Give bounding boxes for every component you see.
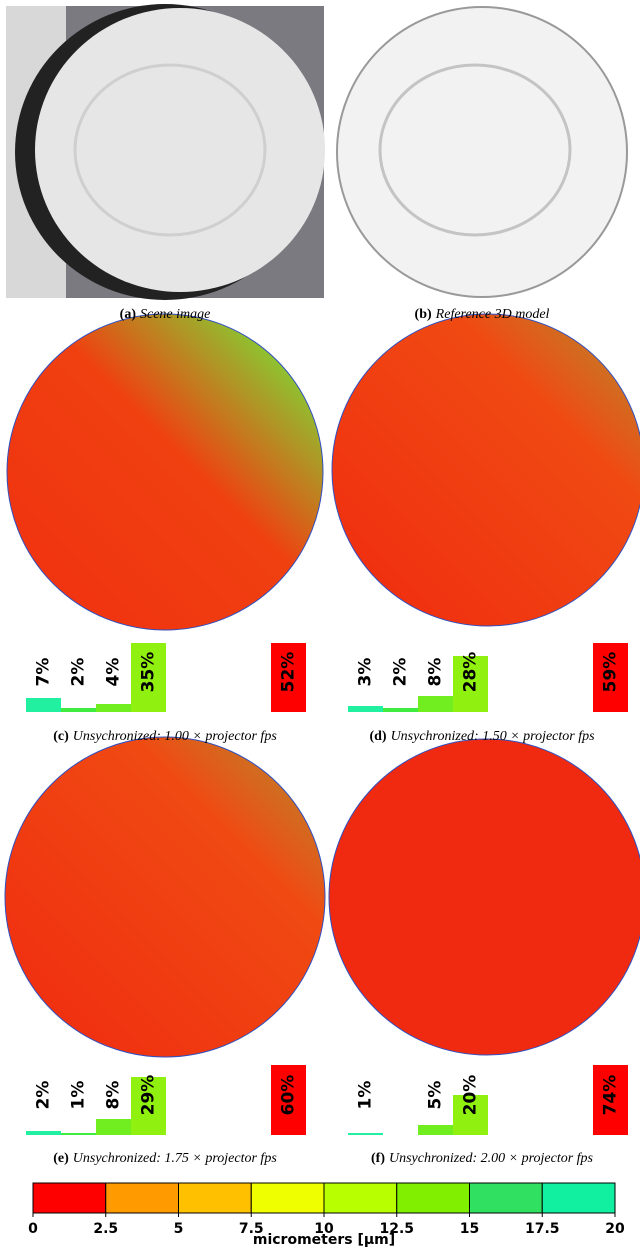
value-label: 29% bbox=[139, 1075, 159, 1116]
value-label: 20% bbox=[461, 1075, 481, 1116]
bar bbox=[418, 696, 453, 712]
bar bbox=[348, 706, 383, 712]
caption-label: (f) bbox=[371, 1151, 385, 1166]
colorbar-segment bbox=[106, 1183, 179, 1213]
caption: (d) Unsychronized: 1.50 × projector fps bbox=[369, 729, 595, 744]
value-label: 74% bbox=[601, 1075, 621, 1116]
caption-label: (a) bbox=[120, 307, 137, 322]
value-label: 28% bbox=[461, 652, 481, 693]
scene-image bbox=[6, 4, 325, 300]
caption: (b)Reference 3D model bbox=[415, 307, 550, 322]
colorbar-segment bbox=[542, 1183, 615, 1213]
tick-label: 15 bbox=[460, 1221, 479, 1237]
value-label: 7% bbox=[34, 658, 54, 687]
caption-text: Unsychronized: 1.75 × projector fps bbox=[73, 1151, 278, 1166]
colorbar-segment bbox=[324, 1183, 397, 1213]
caption-label: (d) bbox=[369, 729, 386, 744]
value-label: 2% bbox=[391, 658, 411, 687]
value-label: 52% bbox=[279, 652, 299, 693]
value-label: 2% bbox=[34, 1081, 54, 1110]
error-map bbox=[332, 314, 640, 626]
caption-label: (e) bbox=[53, 1151, 69, 1166]
bar bbox=[26, 1131, 61, 1135]
value-label: 4% bbox=[104, 658, 124, 687]
caption-text: Unsychronized: 1.50 × projector fps bbox=[391, 729, 596, 744]
value-label: 60% bbox=[279, 1075, 299, 1116]
caption: (a)Scene image bbox=[120, 307, 211, 322]
value-label: 35% bbox=[139, 652, 159, 693]
caption-text: Scene image bbox=[140, 307, 210, 322]
caption-label: (b) bbox=[415, 307, 432, 322]
bar bbox=[96, 1119, 131, 1135]
bar bbox=[96, 704, 131, 712]
tick-label: 5 bbox=[174, 1221, 184, 1237]
bar bbox=[26, 698, 61, 712]
reference-model bbox=[330, 6, 634, 298]
bar bbox=[383, 708, 418, 712]
colorbar-segment bbox=[179, 1183, 252, 1213]
figure: (a)Scene image (b)Reference 3D model (c) Un… bbox=[0, 0, 640, 1251]
colorbar-segment bbox=[397, 1183, 470, 1213]
caption-text: Reference 3D model bbox=[435, 307, 550, 322]
error-map bbox=[5, 737, 325, 1057]
tick-label: 20 bbox=[605, 1221, 625, 1237]
value-label: 8% bbox=[104, 1081, 124, 1110]
colorbar-segment bbox=[470, 1183, 543, 1213]
axis-label: micrometers [µm] bbox=[253, 1232, 395, 1248]
value-label: 3% bbox=[356, 658, 376, 687]
caption: (c) Unsychronized: 1.00 × projector fps bbox=[53, 729, 277, 744]
value-label: 1% bbox=[356, 1081, 376, 1110]
caption: (e) Unsychronized: 1.75 × projector fps bbox=[53, 1151, 277, 1166]
bar bbox=[418, 1125, 453, 1135]
tick-label: 0 bbox=[28, 1221, 38, 1237]
bar bbox=[61, 708, 96, 712]
error-map bbox=[329, 739, 640, 1055]
caption-label: (c) bbox=[53, 729, 69, 744]
value-label: 5% bbox=[426, 1081, 446, 1110]
value-label: 59% bbox=[601, 652, 621, 693]
value-label: 8% bbox=[426, 658, 446, 687]
caption-text: Unsychronized: 1.00 × projector fps bbox=[73, 729, 278, 744]
error-map bbox=[7, 314, 323, 630]
value-label: 1% bbox=[69, 1081, 89, 1110]
colorbar-segment bbox=[251, 1183, 324, 1213]
value-label: 2% bbox=[69, 658, 89, 687]
colorbar-segment bbox=[33, 1183, 106, 1213]
caption-text: Unsychronized: 2.00 × projector fps bbox=[389, 1151, 594, 1166]
tick-label: 2.5 bbox=[93, 1221, 118, 1237]
caption: (f) Unsychronized: 2.00 × projector fps bbox=[371, 1151, 594, 1166]
tick-label: 17.5 bbox=[525, 1221, 560, 1237]
bar bbox=[61, 1133, 96, 1135]
bar bbox=[348, 1133, 383, 1135]
